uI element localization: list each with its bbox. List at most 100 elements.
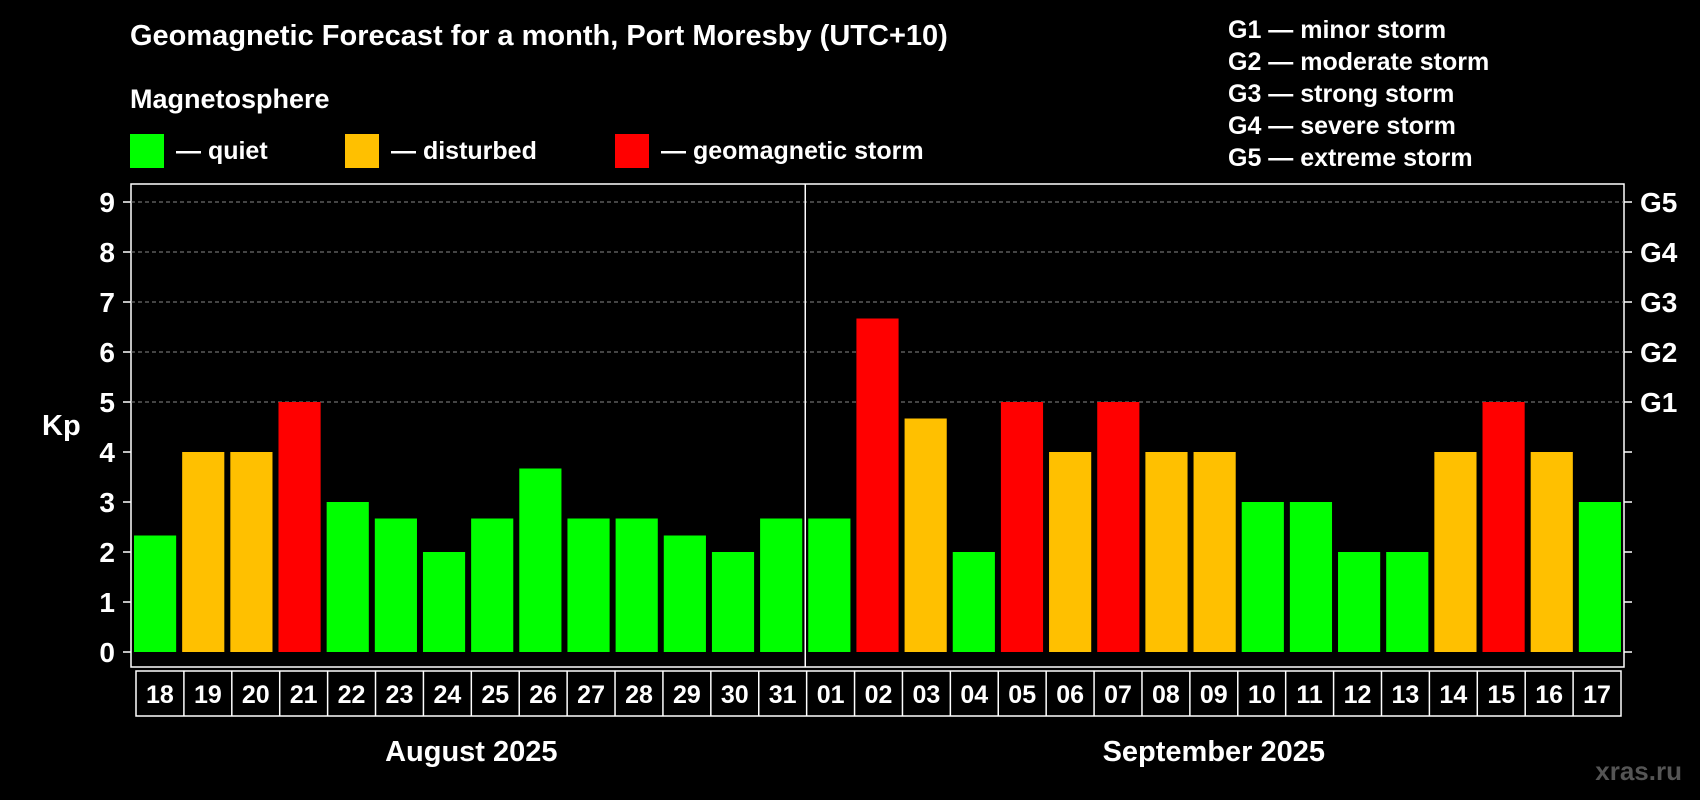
date-tick-label: 09: [1200, 681, 1228, 709]
bar: [1482, 402, 1525, 652]
y-tick-label: 6: [99, 337, 115, 368]
y-tick-label: 1: [99, 587, 115, 618]
date-tick-label: 24: [433, 681, 461, 709]
date-tick-label: 14: [1439, 681, 1467, 709]
date-tick-label: 20: [242, 681, 270, 709]
date-tick-label: 03: [912, 681, 940, 709]
bar: [567, 518, 610, 652]
legend-item-storm: — geomagnetic storm: [615, 134, 924, 168]
chart-subtitle: Magnetosphere: [130, 84, 330, 114]
bar: [1145, 452, 1188, 652]
legend-label-storm: — geomagnetic storm: [661, 136, 924, 165]
bar: [374, 518, 417, 652]
date-tick-label: 02: [865, 681, 893, 709]
date-tick-label: 15: [1487, 681, 1515, 709]
date-tick-label: 18: [146, 681, 174, 709]
y-tick-label: 3: [99, 487, 115, 518]
bar: [1386, 552, 1429, 652]
bar: [1578, 502, 1621, 652]
bar: [1530, 452, 1573, 652]
bar: [856, 318, 899, 652]
bar: [711, 552, 755, 652]
bar: [278, 402, 321, 652]
storm-level-g4: G4 — severe storm: [1228, 112, 1456, 140]
storm-level-g1: G1 — minor storm: [1228, 16, 1447, 44]
y-tick-label: 4: [99, 437, 115, 468]
storm-level-label: G3: [1640, 287, 1677, 318]
y-tick-label: 9: [99, 187, 115, 218]
bar: [1000, 402, 1044, 652]
legend-item-quiet: — quiet: [130, 134, 268, 168]
date-tick-label: 05: [1008, 681, 1036, 709]
bar: [1193, 452, 1236, 652]
y-tick-label: 2: [99, 537, 115, 568]
bar: [663, 535, 706, 652]
bar: [326, 502, 369, 652]
bar: [1049, 452, 1092, 652]
bar: [1289, 502, 1333, 652]
bar: [1338, 552, 1381, 652]
y-axis-label: Kp: [42, 410, 81, 442]
storm-level-label: G2: [1640, 337, 1677, 368]
storm-level-g3: G3 — strong storm: [1228, 80, 1455, 108]
legend-swatch-quiet: [130, 134, 164, 168]
date-tick-label: 30: [721, 681, 749, 709]
date-tick-label: 29: [673, 681, 701, 709]
bar: [422, 552, 466, 652]
bar: [904, 418, 947, 652]
bar: [182, 452, 225, 652]
date-tick-label: 08: [1152, 681, 1180, 709]
legend-item-disturbed: — disturbed: [345, 134, 537, 168]
bar: [230, 452, 273, 652]
bar: [519, 468, 562, 652]
date-tick-label: 06: [1056, 681, 1084, 709]
bar: [1241, 502, 1284, 652]
date-tick-label: 26: [529, 681, 557, 709]
plot-frame: [130, 183, 1625, 668]
bar: [952, 552, 995, 652]
legend-label-quiet: — quiet: [176, 136, 268, 165]
date-tick-label: 17: [1583, 681, 1611, 709]
date-tick-label: 11: [1296, 681, 1323, 709]
legend-swatch-storm: [615, 134, 649, 168]
date-tick-label: 13: [1392, 681, 1420, 709]
y-tick-label: 5: [99, 387, 115, 418]
date-tick-label: 23: [386, 681, 414, 709]
date-tick-label: 25: [481, 681, 509, 709]
bar: [808, 518, 851, 652]
date-tick-label: 19: [194, 681, 222, 709]
date-tick-label: 22: [338, 681, 366, 709]
bar: [134, 535, 177, 652]
storm-level-label: G4: [1640, 237, 1678, 268]
storm-level-g2: G2 — moderate storm: [1228, 48, 1490, 76]
bar: [471, 518, 514, 652]
date-tick-label: 28: [625, 681, 653, 709]
date-tick-label: 27: [577, 681, 605, 709]
bar: [760, 518, 803, 652]
date-tick-label: 16: [1535, 681, 1563, 709]
bar: [1097, 402, 1140, 652]
watermark: xras.ru: [1595, 756, 1682, 786]
bar: [615, 518, 658, 652]
chart-title: Geomagnetic Forecast for a month, Port M…: [130, 20, 948, 52]
y-tick-label: 0: [99, 637, 115, 668]
y-tick-label: 8: [99, 237, 115, 268]
date-tick-label: 04: [960, 681, 988, 709]
date-tick-label: 21: [290, 681, 318, 709]
month-label-august: August 2025: [385, 736, 558, 768]
storm-level-g5: G5 — extreme storm: [1228, 144, 1473, 172]
storm-level-list: G1 — minor storm G2 — moderate storm G3 …: [1228, 14, 1489, 174]
date-tick-label: 31: [769, 681, 797, 709]
date-axis-frame: [135, 670, 1622, 717]
storm-level-label: G5: [1640, 187, 1677, 218]
bar: [1434, 452, 1477, 652]
legend-label-disturbed: — disturbed: [391, 136, 537, 165]
date-tick-label: 01: [817, 681, 845, 709]
storm-level-label: G1: [1640, 387, 1677, 418]
date-tick-label: 10: [1248, 681, 1276, 709]
legend-swatch-disturbed: [345, 134, 379, 168]
date-tick-label: 07: [1104, 681, 1132, 709]
month-label-september: September 2025: [1102, 736, 1326, 768]
y-tick-label: 7: [99, 287, 115, 318]
